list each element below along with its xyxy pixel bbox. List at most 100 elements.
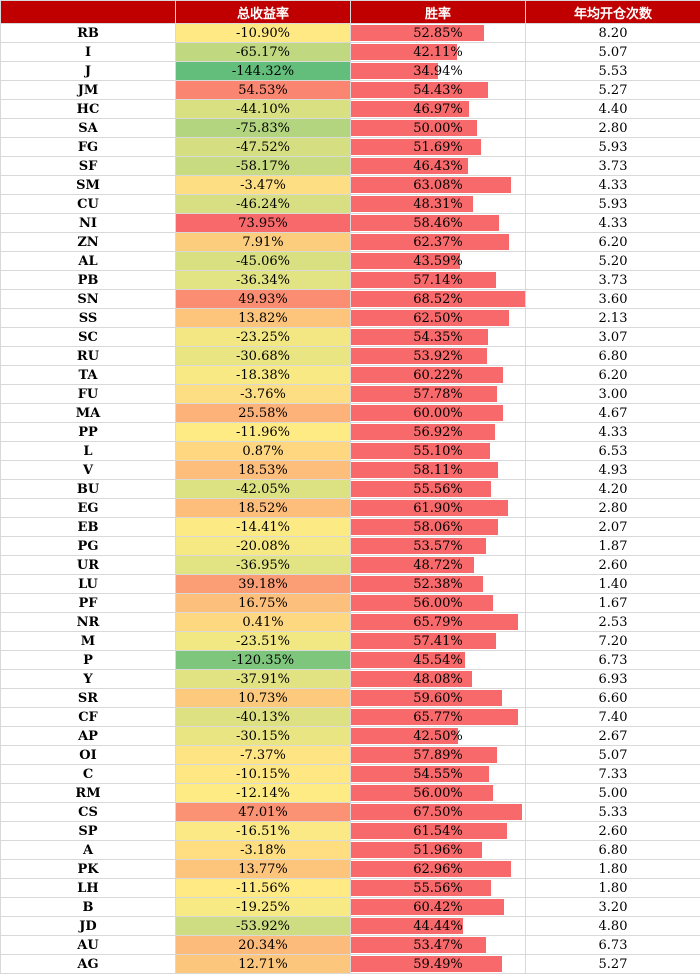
symbol-cell: I bbox=[0, 42, 176, 62]
table-row: SC -23.25% 54.35% 3.07 bbox=[0, 327, 700, 347]
annual-trades-cell: 5.20 bbox=[525, 251, 700, 271]
win-rate-cell: 62.50% bbox=[350, 308, 526, 328]
symbol-cell: NR bbox=[0, 612, 176, 632]
total-return-cell: 73.95% bbox=[175, 213, 351, 233]
total-return-cell: -7.37% bbox=[175, 745, 351, 765]
total-return-cell: -36.34% bbox=[175, 270, 351, 290]
win-rate-cell: 48.08% bbox=[350, 669, 526, 689]
win-rate-cell: 50.00% bbox=[350, 118, 526, 138]
total-return-cell: 13.82% bbox=[175, 308, 351, 328]
win-rate-bar bbox=[351, 747, 498, 763]
symbol-cell: EG bbox=[0, 498, 176, 518]
win-rate-cell: 53.47% bbox=[350, 935, 526, 955]
win-rate-bar bbox=[351, 842, 483, 858]
total-return-cell: -20.08% bbox=[175, 536, 351, 556]
total-return-cell: -144.32% bbox=[175, 61, 351, 81]
symbol-cell: SA bbox=[0, 118, 176, 138]
symbol-cell: SN bbox=[0, 289, 176, 309]
table-row: SA -75.83% 50.00% 2.80 bbox=[0, 118, 700, 138]
win-rate-bar bbox=[351, 443, 491, 459]
table-row: RM -12.14% 56.00% 5.00 bbox=[0, 783, 700, 803]
win-rate-value: 55.56% bbox=[413, 481, 463, 497]
win-rate-value: 54.55% bbox=[413, 766, 463, 782]
total-return-cell: 47.01% bbox=[175, 802, 351, 822]
win-rate-value: 57.41% bbox=[413, 633, 463, 649]
symbol-cell: AG bbox=[0, 954, 176, 974]
table-row: A -3.18% 51.96% 6.80 bbox=[0, 840, 700, 860]
win-rate-value: 53.92% bbox=[413, 348, 463, 364]
win-rate-cell: 57.78% bbox=[350, 384, 526, 404]
total-return-cell: -19.25% bbox=[175, 897, 351, 917]
win-rate-bar bbox=[351, 671, 473, 687]
table-row: P -120.35% 45.54% 6.73 bbox=[0, 650, 700, 670]
win-rate-cell: 57.89% bbox=[350, 745, 526, 765]
total-return-cell: 20.34% bbox=[175, 935, 351, 955]
win-rate-bar bbox=[351, 956, 502, 972]
table-row: SM -3.47% 63.08% 4.33 bbox=[0, 175, 700, 195]
win-rate-bar bbox=[351, 310, 510, 326]
win-rate-value: 62.37% bbox=[413, 234, 463, 250]
win-rate-bar bbox=[351, 652, 466, 668]
win-rate-value: 60.00% bbox=[413, 405, 463, 421]
total-return-cell: 0.87% bbox=[175, 441, 351, 461]
win-rate-value: 57.89% bbox=[413, 747, 463, 763]
symbol-cell: JD bbox=[0, 916, 176, 936]
total-return-cell: -14.41% bbox=[175, 517, 351, 537]
win-rate-bar bbox=[351, 576, 484, 592]
annual-trades-cell: 6.73 bbox=[525, 650, 700, 670]
win-rate-value: 48.72% bbox=[413, 557, 463, 573]
symbol-cell: AL bbox=[0, 251, 176, 271]
win-rate-value: 61.54% bbox=[413, 823, 463, 839]
win-rate-bar bbox=[351, 215, 499, 231]
total-return-cell: 18.53% bbox=[175, 460, 351, 480]
symbol-cell: M bbox=[0, 631, 176, 651]
annual-trades-cell: 3.07 bbox=[525, 327, 700, 347]
win-rate-bar bbox=[351, 177, 511, 193]
symbol-cell: MA bbox=[0, 403, 176, 423]
win-rate-cell: 52.85% bbox=[350, 23, 526, 43]
total-return-cell: -45.06% bbox=[175, 251, 351, 271]
symbol-cell: J bbox=[0, 61, 176, 81]
annual-trades-cell: 2.67 bbox=[525, 726, 700, 746]
table-row: TA -18.38% 60.22% 6.20 bbox=[0, 365, 700, 385]
symbol-cell: C bbox=[0, 764, 176, 784]
symbol-cell: FU bbox=[0, 384, 176, 404]
symbol-cell: SM bbox=[0, 175, 176, 195]
annual-trades-cell: 4.20 bbox=[525, 479, 700, 499]
total-return-cell: 54.53% bbox=[175, 80, 351, 100]
win-rate-bar bbox=[351, 63, 438, 79]
annual-trades-cell: 2.60 bbox=[525, 555, 700, 575]
symbol-cell: TA bbox=[0, 365, 176, 385]
table-row: B -19.25% 60.42% 3.20 bbox=[0, 897, 700, 917]
annual-trades-cell: 6.20 bbox=[525, 232, 700, 252]
win-rate-bar bbox=[351, 633, 497, 649]
annual-trades-cell: 7.33 bbox=[525, 764, 700, 784]
win-rate-cell: 61.54% bbox=[350, 821, 526, 841]
win-rate-cell: 42.50% bbox=[350, 726, 526, 746]
win-rate-bar bbox=[351, 538, 487, 554]
table-row: PF 16.75% 56.00% 1.67 bbox=[0, 593, 700, 613]
symbol-cell: RM bbox=[0, 783, 176, 803]
table-row: NR 0.41% 65.79% 2.53 bbox=[0, 612, 700, 632]
table-row: EG 18.52% 61.90% 2.80 bbox=[0, 498, 700, 518]
win-rate-cell: 60.22% bbox=[350, 365, 526, 385]
win-rate-bar bbox=[351, 367, 504, 383]
table-body: RB -10.90% 52.85% 8.20 I -65.17% 42.11% 5.07 J -1… bbox=[0, 23, 700, 974]
win-rate-value: 51.69% bbox=[413, 139, 463, 155]
header-symbol bbox=[0, 0, 176, 24]
symbol-cell: AP bbox=[0, 726, 176, 746]
annual-trades-cell: 5.33 bbox=[525, 802, 700, 822]
annual-trades-cell: 4.33 bbox=[525, 175, 700, 195]
total-return-cell: 0.41% bbox=[175, 612, 351, 632]
table-row: PK 13.77% 62.96% 1.80 bbox=[0, 859, 700, 879]
total-return-cell: -23.25% bbox=[175, 327, 351, 347]
win-rate-bar bbox=[351, 386, 498, 402]
table-row: I -65.17% 42.11% 5.07 bbox=[0, 42, 700, 62]
annual-trades-cell: 2.53 bbox=[525, 612, 700, 632]
win-rate-cell: 52.38% bbox=[350, 574, 526, 594]
total-return-cell: 10.73% bbox=[175, 688, 351, 708]
win-rate-bar bbox=[351, 25, 485, 41]
total-return-cell: -3.47% bbox=[175, 175, 351, 195]
symbol-cell: PK bbox=[0, 859, 176, 879]
